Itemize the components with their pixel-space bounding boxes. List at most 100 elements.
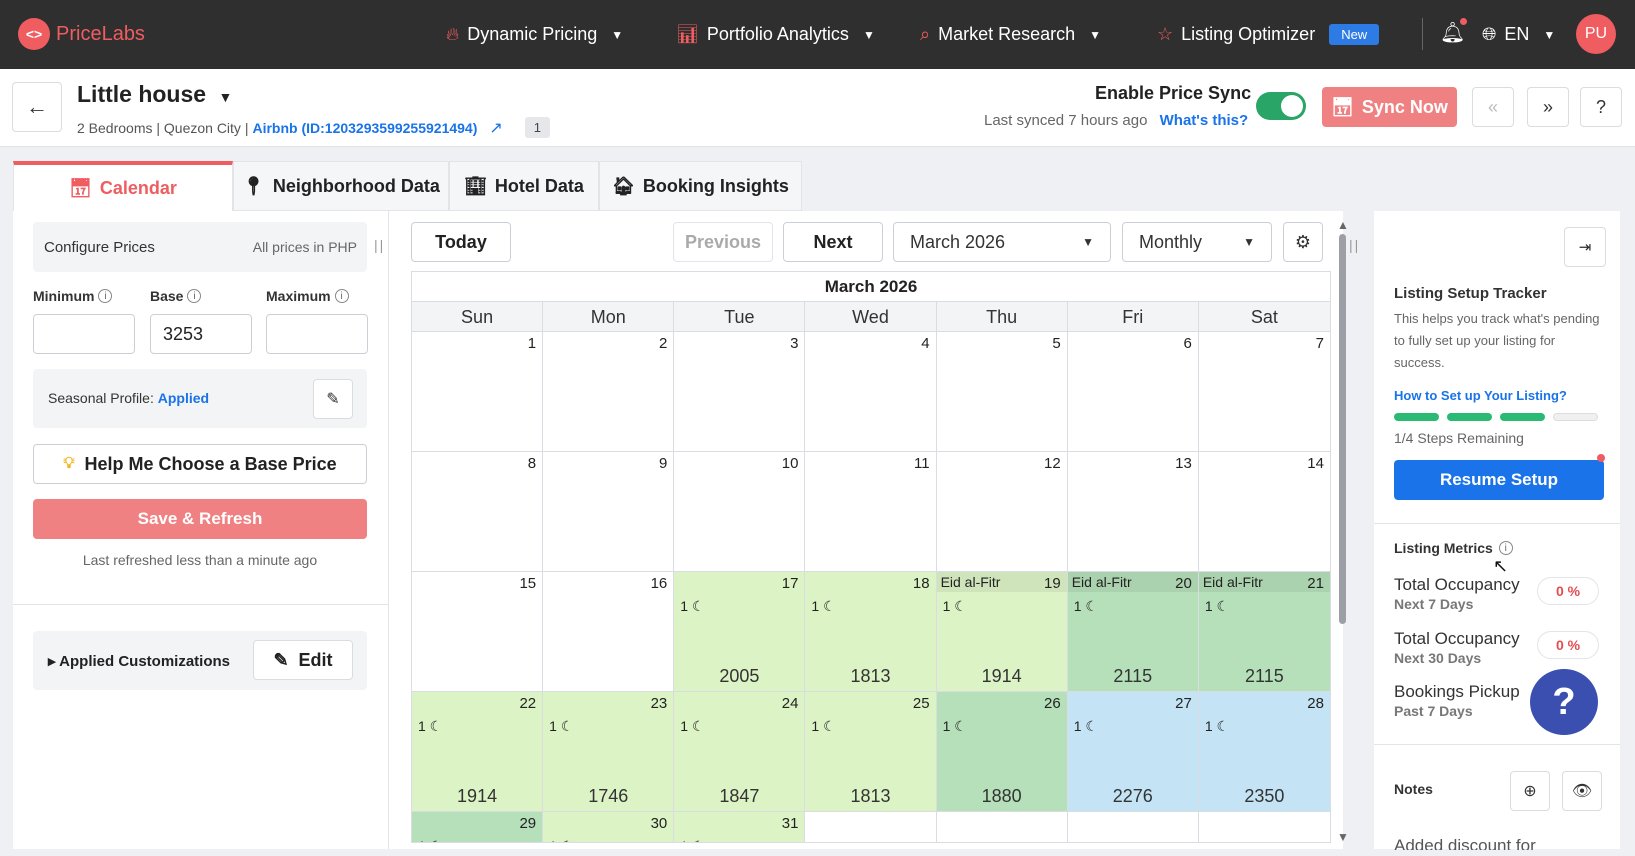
calendar-day-cell[interactable]: Eid al-Fitr 21 1 ☾ 2115 — [1198, 572, 1330, 691]
calendar-day-cell[interactable]: 9 — [543, 452, 675, 571]
day-number: 24 — [781, 695, 799, 712]
calendar-day-cell[interactable]: 15 — [412, 572, 544, 691]
calendar-day-cell[interactable]: 23 1 ☾ 1746 — [543, 692, 675, 811]
info-icon[interactable]: i — [98, 289, 113, 303]
help-button[interactable]: ? — [1580, 87, 1622, 127]
day-price: 1813 — [850, 786, 891, 806]
calendar-day-cell[interactable]: 2 — [543, 332, 675, 451]
tab-calendar[interactable]: 📅︎ Calendar — [13, 161, 233, 211]
scroll-down-icon[interactable]: ▼ — [1337, 830, 1349, 844]
calendar-day-cell[interactable]: 1 — [412, 332, 544, 451]
info-icon[interactable]: i — [334, 289, 349, 303]
calendar-day-cell[interactable]: 13 — [1068, 452, 1199, 571]
calendar-day-cell[interactable]: 12 — [937, 452, 1068, 571]
calendar-scrollbar[interactable]: ▲ ▼ — [1337, 218, 1349, 848]
applied-customizations-toggle[interactable]: ▸ Applied Customizations — [48, 652, 230, 670]
resume-setup-button[interactable]: Resume Setup — [1394, 460, 1604, 500]
calendar-day-cell[interactable]: 22 1 ☾ 1914 — [412, 692, 544, 811]
calendar-day-cell[interactable]: 5 — [937, 332, 1068, 451]
view-notes-button[interactable]: 👁︎ — [1562, 771, 1602, 811]
calendar-day-cell[interactable]: 25 1 ☾ 1813 — [805, 692, 937, 811]
calendar-settings-button[interactable]: ⚙ — [1283, 222, 1323, 262]
calendar-day-cell[interactable]: 26 1 ☾ 1880 — [936, 692, 1068, 811]
seasonal-status-link[interactable]: Applied — [157, 390, 210, 406]
minimum-price-input[interactable] — [33, 314, 135, 354]
tab-label: Booking Insights — [642, 175, 789, 196]
label-text: Minimum — [33, 288, 95, 304]
moon-icon: ☾ — [819, 598, 836, 614]
next-month-button[interactable]: Next — [783, 222, 883, 262]
calendar-day-cell[interactable]: 8 — [412, 452, 544, 571]
previous-month-button[interactable]: Previous — [673, 222, 773, 262]
edit-customizations-button[interactable]: ✎ Edit — [253, 640, 353, 680]
price-sync-toggle[interactable] — [1256, 92, 1306, 120]
nav-market-research[interactable]: ⌕ Market Research ▼ — [920, 0, 1101, 69]
tab-neighborhood-data[interactable]: 📍︎ Neighborhood Data — [233, 161, 449, 211]
calendar-day-cell[interactable]: Eid al-Fitr 19 1 ☾ 1914 — [936, 572, 1068, 691]
scroll-up-icon[interactable]: ▲ — [1337, 218, 1349, 232]
language-selector[interactable]: 🌐︎ EN ▼ — [1482, 0, 1555, 69]
tab-booking-insights[interactable]: 🏠︎ Booking Insights — [599, 161, 802, 211]
calendar-day-cell[interactable]: 7 — [1199, 332, 1330, 451]
setup-guide-link[interactable]: How to Set up Your Listing? — [1394, 388, 1567, 403]
listing-title: Little house — [77, 81, 207, 107]
info-icon[interactable]: i — [187, 289, 202, 303]
calendar-day-cell[interactable]: 18 1 ☾ 1813 — [805, 572, 937, 691]
next-listing-button[interactable]: » — [1527, 87, 1569, 127]
calendar-day-cell[interactable]: 29 1 ☾ — [412, 812, 544, 842]
save-refresh-button[interactable]: Save & Refresh — [33, 499, 367, 539]
tab-label: Calendar — [99, 177, 177, 198]
month-select[interactable]: March 2026 ▼ — [893, 222, 1111, 262]
weekday-header: Thu — [937, 302, 1068, 331]
external-link-icon[interactable]: ↗ — [489, 119, 503, 137]
min-stay-nights: 1 ☾ — [811, 598, 835, 615]
notification-bell-icon[interactable]: 🔔︎ — [1440, 22, 1466, 44]
maximum-price-input[interactable] — [266, 314, 368, 354]
user-avatar[interactable]: PU — [1576, 14, 1616, 54]
sync-now-button[interactable]: 📅︎ Sync Now — [1322, 87, 1457, 127]
day-number: 25 — [912, 695, 930, 712]
listing-title-dropdown[interactable]: Little house ▼ — [77, 81, 232, 108]
pricelabs-logo[interactable]: <> PriceLabs — [18, 18, 145, 50]
scroll-thumb[interactable] — [1339, 234, 1346, 624]
view-select[interactable]: Monthly ▼ — [1122, 222, 1272, 262]
day-number: 11 — [913, 455, 930, 472]
calendar-day-cell[interactable]: 27 1 ☾ 2276 — [1067, 692, 1199, 811]
plus-circle-icon: ⊕ — [1523, 783, 1537, 800]
base-price-input[interactable] — [150, 314, 252, 354]
resize-grip-icon[interactable]: || — [1349, 237, 1361, 253]
day-price: 2276 — [1112, 786, 1153, 806]
airbnb-listing-link[interactable]: Airbnb (ID:1203293599255921494) — [252, 119, 478, 136]
whats-this-link[interactable]: What's this? — [1159, 112, 1249, 129]
calendar-day-cell[interactable]: 16 — [543, 572, 675, 691]
nav-portfolio-analytics[interactable]: 📊︎ Portfolio Analytics ▼ — [676, 0, 875, 69]
calendar-day-cell[interactable]: 24 1 ☾ 1847 — [674, 692, 806, 811]
help-choose-base-price-button[interactable]: 💡︎ Help Me Choose a Base Price — [33, 444, 367, 484]
moon-icon: ☾ — [1081, 598, 1098, 614]
calendar-day-cell[interactable]: 10 — [674, 452, 806, 571]
calendar-day-cell[interactable]: 17 1 ☾ 2005 — [674, 572, 806, 691]
today-button[interactable]: Today — [411, 222, 511, 262]
calendar-day-cell[interactable]: 3 — [674, 332, 806, 451]
nav-dynamic-pricing[interactable]: 🔥︎ Dynamic Pricing ▼ — [446, 0, 623, 69]
help-chat-button[interactable]: ? — [1530, 669, 1598, 735]
calendar-day-cell[interactable]: 11 — [805, 452, 937, 571]
nav-listing-optimizer[interactable]: ☆ Listing Optimizer New — [1157, 0, 1380, 69]
calendar-day-cell[interactable]: 31 1 ☾ — [674, 812, 806, 842]
tab-hotel-data[interactable]: 🏢︎ Hotel Data — [449, 161, 599, 211]
calendar-day-cell[interactable]: Eid al-Fitr 20 1 ☾ 2115 — [1067, 572, 1199, 691]
moon-icon: ☾ — [688, 598, 705, 614]
collapse-panel-button[interactable]: ⇥ — [1564, 227, 1606, 267]
calendar-day-cell[interactable]: 6 — [1068, 332, 1199, 451]
edit-seasonal-button[interactable]: ✎ — [313, 379, 353, 419]
calendar-day-cell[interactable]: 14 — [1199, 452, 1330, 571]
day-number: 1 — [527, 335, 537, 352]
calendar-day-cell[interactable]: 30 1 ☾ — [543, 812, 675, 842]
calendar-day-cell[interactable]: 4 — [805, 332, 937, 451]
info-icon[interactable]: i — [1498, 541, 1513, 555]
back-button[interactable]: ← — [12, 82, 62, 132]
previous-listing-button[interactable]: « — [1472, 87, 1514, 127]
add-note-button[interactable]: ⊕ — [1510, 771, 1550, 811]
resize-grip-icon[interactable]: || — [374, 237, 386, 253]
calendar-day-cell[interactable]: 28 1 ☾ 2350 — [1198, 692, 1330, 811]
